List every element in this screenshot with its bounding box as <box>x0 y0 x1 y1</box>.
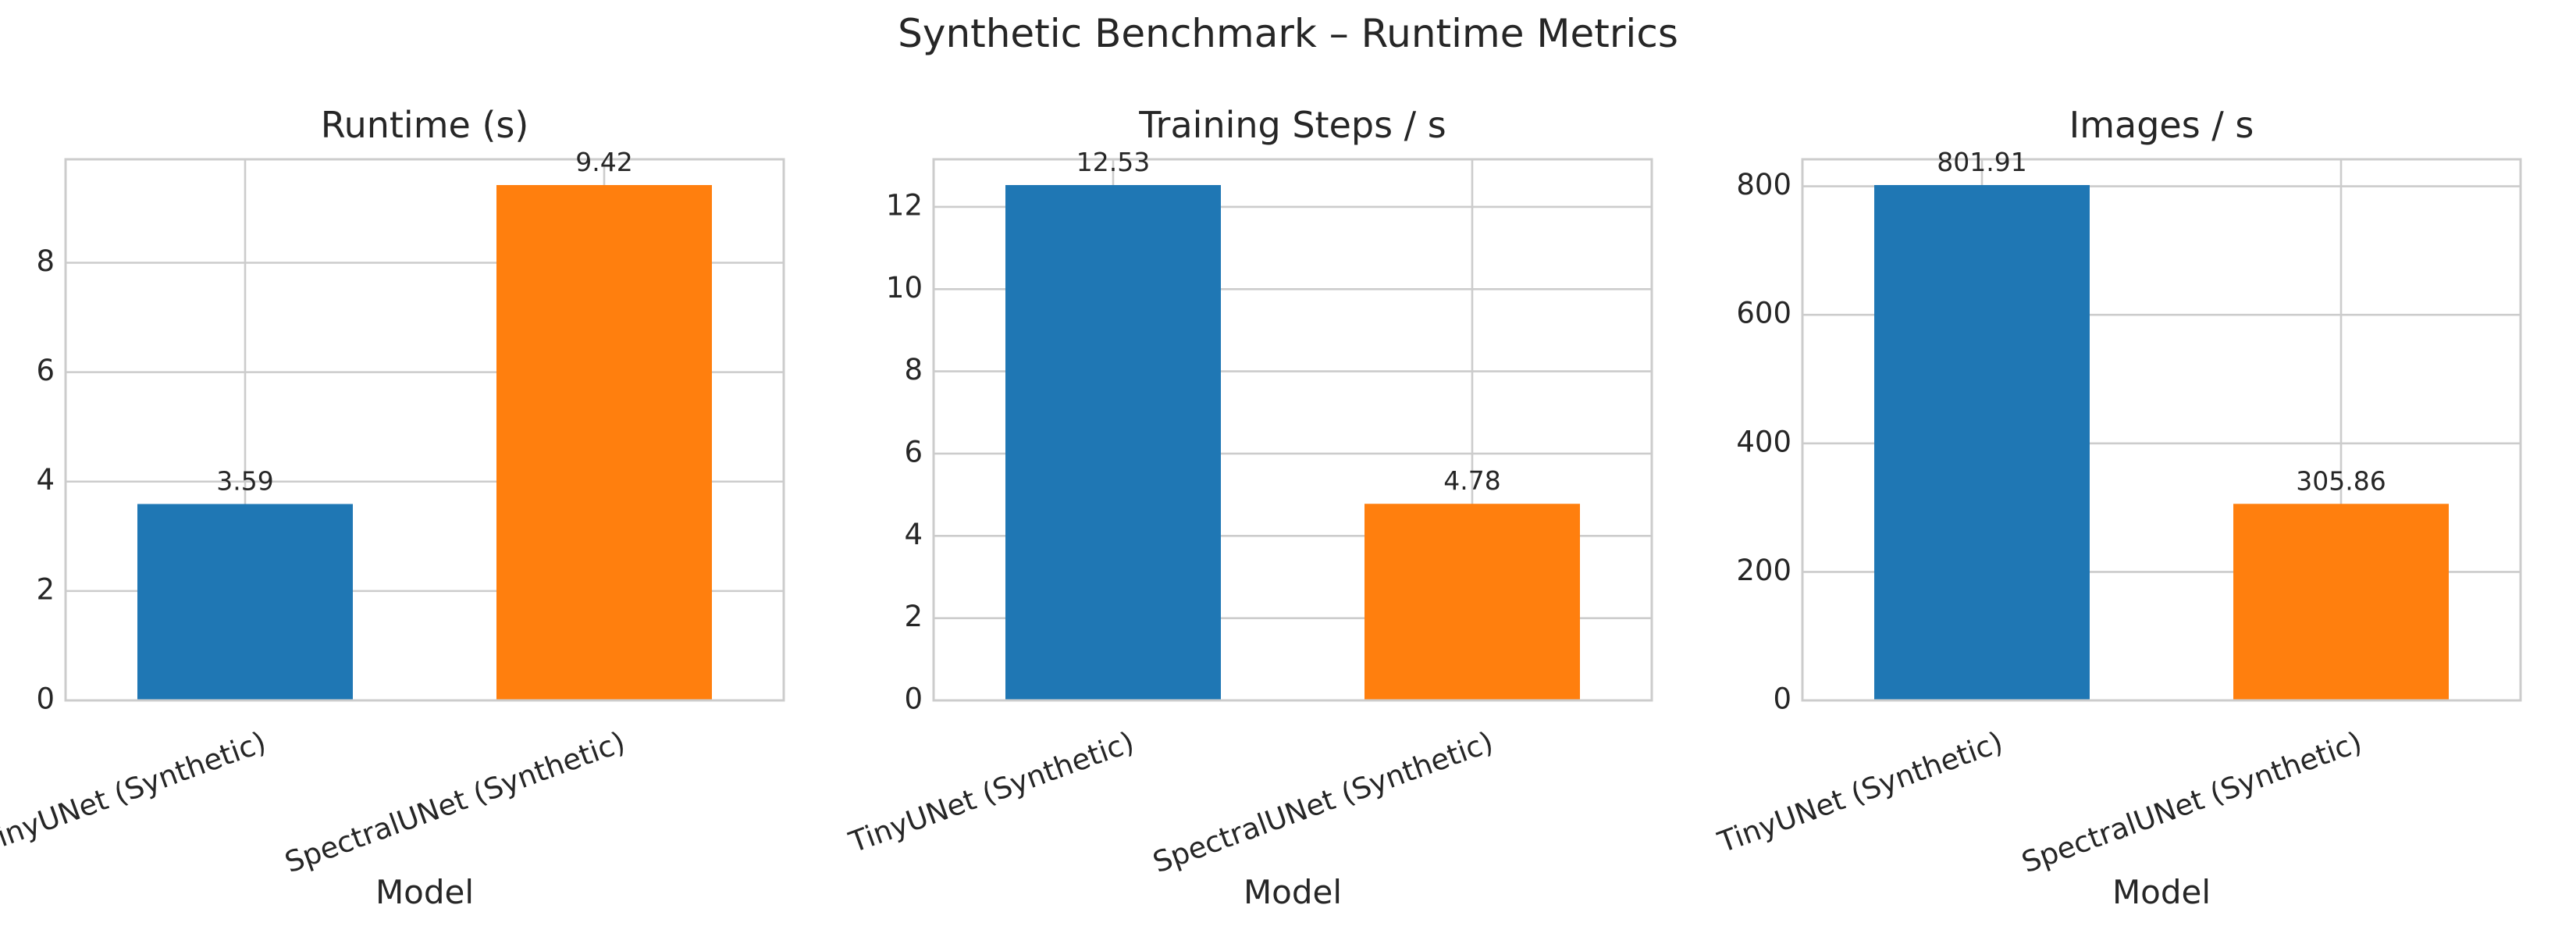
x-tick-label: SpectralUNet (Synthetic) <box>2017 725 2366 880</box>
panel-title: Training Steps / s <box>1138 104 1446 146</box>
y-tick-label: 8 <box>36 244 55 278</box>
y-tick-label: 200 <box>1736 554 1791 587</box>
y-tick-label: 6 <box>904 435 923 468</box>
x-axis-label: Model <box>1244 873 1342 911</box>
bar-value-label: 9.42 <box>575 147 632 177</box>
y-tick-label: 8 <box>904 353 923 387</box>
y-tick-label: 12 <box>886 188 923 222</box>
y-tick-label: 800 <box>1736 168 1791 201</box>
bar-1 <box>1874 184 2090 701</box>
bar-1 <box>137 504 353 700</box>
y-tick-label: 4 <box>36 463 55 497</box>
chart-panel-1: 3.59 9.42 0 2 4 6 8 TinyUNet (Synthetic) Spectra… <box>0 104 785 911</box>
bar-value-label: 12.53 <box>1076 147 1150 177</box>
bar-value-label: 305.86 <box>2296 465 2386 496</box>
bar-2 <box>1364 504 1580 700</box>
axes-frame <box>1801 158 2522 702</box>
bar-value-label: 4.78 <box>1443 465 1500 496</box>
panel-title: Images / s <box>2069 104 2254 146</box>
y-tick-label: 2 <box>904 600 923 633</box>
axes-frame <box>932 158 1653 702</box>
x-tick-label: TinyUNet (Synthetic) <box>1713 725 2007 860</box>
y-tick-label: 2 <box>36 572 55 606</box>
x-tick-label: TinyUNet (Synthetic) <box>0 725 270 860</box>
chart-panel-3: 801.91 305.86 0 200 400 600 800 TinyUNet (Synth… <box>1713 104 2522 911</box>
y-tick-label: 600 <box>1736 297 1791 330</box>
bar-2 <box>2233 504 2449 700</box>
chart-panel-2: 12.53 4.78 0 2 4 6 8 10 12 TinyUNet (Synthetic) Sp… <box>844 104 1653 911</box>
y-tick-label: 0 <box>36 682 55 716</box>
bar-value-label: 801.91 <box>1937 147 2026 177</box>
figure-title: Synthetic Benchmark – Runtime Metrics <box>898 11 1678 56</box>
panel-title: Runtime (s) <box>321 104 529 146</box>
y-tick-label: 4 <box>904 518 923 551</box>
bar-1 <box>1005 185 1221 700</box>
x-axis-label: Model <box>2112 873 2211 911</box>
x-tick-label: TinyUNet (Synthetic) <box>844 725 1138 860</box>
axes-frame <box>64 158 785 702</box>
y-tick-label: 10 <box>886 271 923 305</box>
x-axis-label: Model <box>375 873 474 911</box>
y-tick-label: 6 <box>36 354 55 387</box>
x-tick-label: SpectralUNet (Synthetic) <box>1148 725 1497 880</box>
y-tick-label: 400 <box>1736 425 1791 458</box>
bar-value-label: 3.59 <box>216 465 273 496</box>
x-tick-label: SpectralUNet (Synthetic) <box>280 725 629 880</box>
bar-2 <box>496 185 712 700</box>
y-tick-label: 0 <box>904 682 923 716</box>
y-tick-label: 0 <box>1773 682 1791 716</box>
